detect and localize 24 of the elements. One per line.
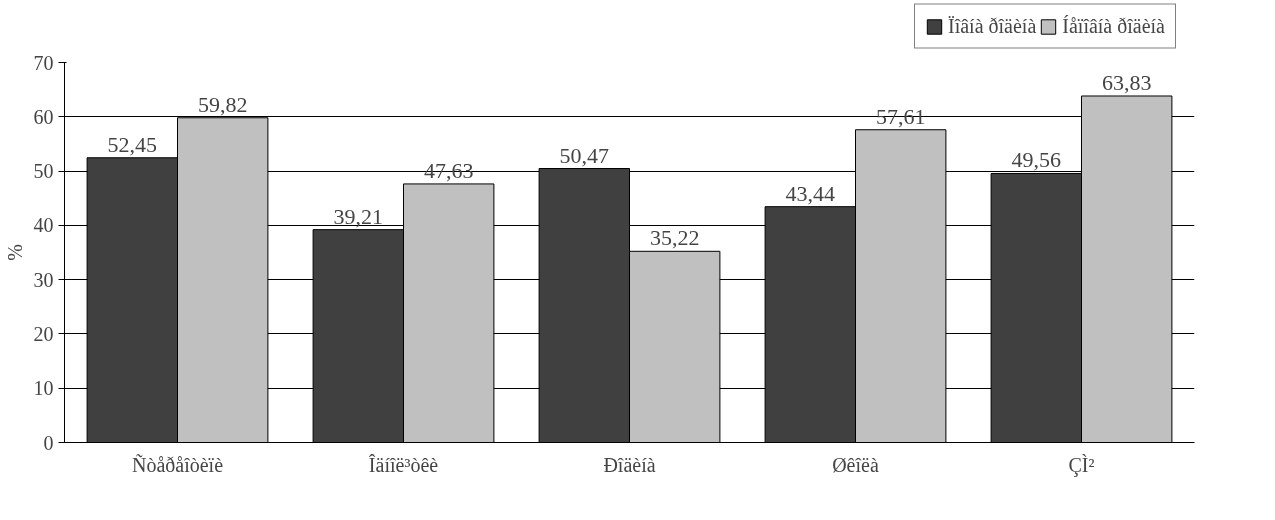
x-tick-label: Îäíîë³òêè	[368, 453, 439, 476]
y-tick-label: 50	[33, 160, 54, 183]
x-tick-label: Ðîäèíà	[603, 453, 656, 476]
y-tick-label: 40	[33, 214, 54, 237]
y-tick-label: 0	[43, 431, 54, 454]
legend-label: Ïîâíà ðîäèíà	[948, 14, 1037, 38]
legend-label: Íåïîâíà ðîäèíà	[1062, 14, 1165, 38]
y-tick-label: 60	[33, 105, 54, 128]
y-axis-title: %	[3, 244, 26, 261]
y-tick-label: 20	[33, 322, 54, 345]
y-tick-label: 30	[33, 268, 54, 291]
y-tick-label: 10	[33, 377, 54, 400]
x-tick-label: Ñòåðåîòèïè	[131, 452, 224, 476]
data-label: 50,47	[559, 142, 610, 168]
y-tick-label: 70	[33, 51, 54, 74]
x-tick-label: ÇÌ²	[1068, 453, 1095, 477]
data-label: 43,44	[785, 180, 836, 206]
data-label: 35,22	[649, 225, 700, 251]
data-label: 49,56	[1011, 147, 1062, 173]
data-label: 39,21	[333, 203, 384, 229]
data-label: 63,83	[1101, 69, 1152, 95]
x-tick-label: Øêîëà	[832, 453, 879, 476]
data-label: 52,45	[107, 131, 158, 157]
data-label: 59,82	[197, 91, 248, 117]
